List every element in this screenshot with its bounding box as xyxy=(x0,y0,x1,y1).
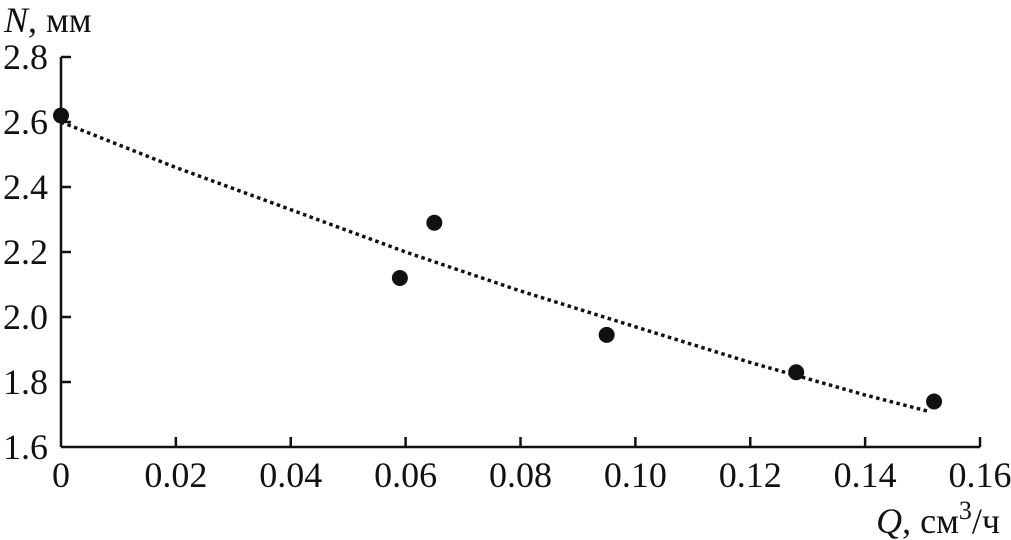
y-tick-label: 1.8 xyxy=(3,362,48,402)
ticks: 0 0.02 0.04 0.06 0.08 0.10 0.12 0.14 0.16 1.6 1.8 2… xyxy=(3,37,1011,495)
y-tick-label: 2.8 xyxy=(3,37,48,77)
y-tick-label: 2.2 xyxy=(3,232,48,272)
y-tick-label: 2.4 xyxy=(3,167,48,207)
fit-line-layer xyxy=(60,120,929,413)
axes xyxy=(59,57,980,449)
y-tick-label: 1.6 xyxy=(3,427,48,467)
data-points-layer xyxy=(53,107,943,410)
y-axis-variable: N xyxy=(3,0,30,40)
x-axis-variable: Q xyxy=(876,501,902,540)
x-tick-label: 0.14 xyxy=(834,455,897,495)
data-point xyxy=(391,270,408,286)
fit-line xyxy=(60,120,929,413)
y-tick-label: 2.6 xyxy=(3,102,48,142)
x-axis-unit-rest: /ч xyxy=(972,501,1000,540)
x-tick-label: 0.08 xyxy=(489,455,552,495)
data-point xyxy=(598,326,615,343)
x-tick-label: 0.12 xyxy=(719,455,782,495)
data-point xyxy=(426,214,443,231)
x-tick-label: 0 xyxy=(52,455,70,495)
data-point xyxy=(926,393,943,410)
y-axis-label: N, мм xyxy=(3,0,92,40)
data-point xyxy=(53,107,69,124)
y-axis-unit: , мм xyxy=(28,0,92,40)
x-tick-label: 0.02 xyxy=(144,455,207,495)
x-tick-label: 0.06 xyxy=(374,455,437,495)
x-tick-label: 0.04 xyxy=(259,455,322,495)
y-tick-label: 2.0 xyxy=(3,297,48,337)
x-axis-label: Q, см3/ч xyxy=(876,496,1000,540)
x-tick-label: 0.16 xyxy=(949,455,1011,495)
x-axis-unit-superscript: 3 xyxy=(959,496,972,525)
x-axis-unit: , см xyxy=(902,501,959,540)
data-point xyxy=(788,364,805,381)
x-tick-label: 0.10 xyxy=(604,455,667,495)
